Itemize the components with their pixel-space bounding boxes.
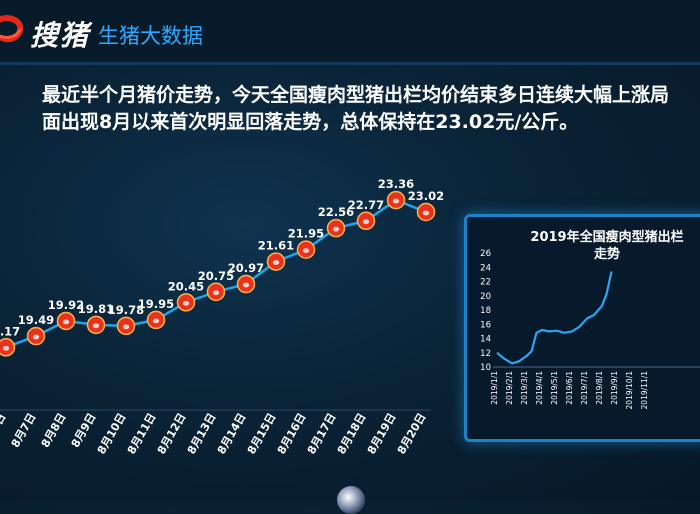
data-label: 20.75 <box>198 269 234 283</box>
x-tick-label: 8月12日 <box>155 411 189 456</box>
inset-x-tick-label: 2019/5/1 <box>550 371 559 405</box>
pig-snout-icon <box>32 334 40 340</box>
inset-y-tick-label: 12 <box>480 349 491 359</box>
x-tick-label: 8月20日 <box>395 411 429 456</box>
header-bar: 搜猪 生猪大数据 <box>0 0 700 65</box>
x-tick-label: 8月14日 <box>215 411 249 456</box>
inset-chart-panel: 10 12 14 16 18 20 22 24 26 2019/1/1 2019/2/1 2019/3… <box>464 214 700 442</box>
inset-x-tick-label: 2019/3/1 <box>520 371 529 405</box>
x-tick-label: 8月10日 <box>95 411 129 456</box>
price-point-marker <box>116 316 136 336</box>
inset-chart-title: 2019年全国瘦肉型猪出栏 走势 <box>507 229 700 263</box>
inset-x-tick-label: 2019/2/1 <box>505 371 514 405</box>
inset-y-tick-label: 10 <box>480 363 491 373</box>
price-point-marker <box>206 282 226 302</box>
price-point-marker <box>146 310 166 330</box>
inset-y-tick-label: 22 <box>480 278 491 288</box>
inset-title-line1: 2019年全国瘦肉型猪出栏 <box>530 230 684 245</box>
inset-y-tick-label: 16 <box>480 320 491 330</box>
data-label: 21.61 <box>258 239 294 253</box>
price-point-marker <box>266 252 286 271</box>
inset-x-tick-label: 2019/6/1 <box>565 371 574 405</box>
logo-swirl-icon <box>0 15 24 43</box>
x-tick-label: 8月7日 <box>9 411 39 450</box>
x-tick-label: 8月19日 <box>365 411 399 456</box>
summary-text: 最近半个月猪价走势，今天全国瘦肉型猪出栏均价结束多日连续大幅上涨局面出现8月以来… <box>42 84 670 133</box>
logo-text: 搜猪 <box>30 19 91 52</box>
data-label: 19.81 <box>78 302 114 316</box>
data-label: 20.45 <box>168 279 204 293</box>
pig-snout-icon <box>272 260 280 265</box>
x-tick-label: 8月15日 <box>245 411 279 456</box>
inset-y-tick-label: 20 <box>480 292 491 302</box>
pig-snout-icon <box>212 290 220 296</box>
x-tick-label: 8月9日 <box>69 411 99 450</box>
inset-x-tick-label: 2019/7/1 <box>580 371 589 405</box>
price-point-marker <box>86 315 106 335</box>
inset-x-tick-label: 2019/9/1 <box>610 371 619 405</box>
pig-snout-icon <box>302 248 310 254</box>
pig-snout-icon <box>152 318 160 324</box>
x-tick-label: 8月17日 <box>305 411 339 456</box>
price-point-marker <box>296 240 316 259</box>
x-tick-label: 8月16日 <box>275 411 309 456</box>
x-tick-label: 8月6日 <box>0 411 9 450</box>
pig-snout-icon <box>362 219 370 225</box>
x-tick-label: 8月18日 <box>335 411 369 456</box>
brand-subtitle: 生猪大数据 <box>98 24 203 48</box>
inset-series-line <box>496 271 613 365</box>
x-tick-label: 8月13日 <box>185 411 219 456</box>
price-point-marker <box>56 311 76 331</box>
price-point-marker <box>326 218 346 238</box>
pig-snout-icon <box>392 198 400 204</box>
data-label: 9.17 <box>0 324 20 338</box>
bottom-orb-icon <box>337 486 365 514</box>
pig-snout-icon <box>242 282 250 288</box>
price-point-marker <box>416 202 436 222</box>
data-label: 19.95 <box>138 297 174 311</box>
price-point-marker <box>236 274 256 294</box>
pig-snout-icon <box>332 226 340 232</box>
inset-title-line2: 走势 <box>593 247 620 262</box>
pig-snout-icon <box>62 319 70 325</box>
inset-x-tick-label: 2019/8/1 <box>595 371 604 405</box>
inset-y-tick-label: 14 <box>480 335 491 345</box>
data-label: 19.49 <box>18 313 54 327</box>
inset-y-tick-label: 18 <box>480 306 491 316</box>
main-price-chart: 9.1719.4919.9219.8119.7819.9520.4520.752… <box>0 177 444 456</box>
price-point-marker <box>0 338 16 357</box>
data-label: 23.02 <box>408 189 444 203</box>
pig-snout-icon <box>122 324 130 330</box>
price-point-marker <box>386 190 406 210</box>
data-label: 23.36 <box>378 177 414 191</box>
inset-x-tick-label: 2019/11/1 <box>640 371 649 410</box>
data-label: 22.77 <box>348 198 384 212</box>
inset-x-tick-label: 2019/4/1 <box>535 371 544 405</box>
price-point-marker <box>176 293 196 312</box>
inset-trend-chart: 10 12 14 16 18 20 22 24 26 2019/1/1 2019/2/1 2019/3… <box>480 249 700 410</box>
data-label: 21.95 <box>288 227 324 241</box>
data-label: 22.56 <box>318 205 354 219</box>
data-label: 19.92 <box>48 298 84 312</box>
data-label: 19.78 <box>108 303 144 317</box>
data-label: 20.97 <box>228 261 264 275</box>
pig-snout-icon <box>92 323 100 329</box>
inset-x-tick-label: 2019/10/1 <box>625 371 634 410</box>
x-tick-label: 8月11日 <box>125 411 159 456</box>
inset-x-tick-label: 2019/1/1 <box>490 371 499 405</box>
price-point-marker <box>26 326 46 346</box>
inset-y-tick-label: 24 <box>480 263 491 273</box>
pig-snout-icon <box>2 345 10 351</box>
inset-y-tick-label: 26 <box>480 249 491 259</box>
pig-snout-icon <box>422 210 430 216</box>
pig-snout-icon <box>182 300 190 306</box>
x-tick-label: 8月8日 <box>39 411 69 450</box>
price-point-marker <box>356 211 376 231</box>
